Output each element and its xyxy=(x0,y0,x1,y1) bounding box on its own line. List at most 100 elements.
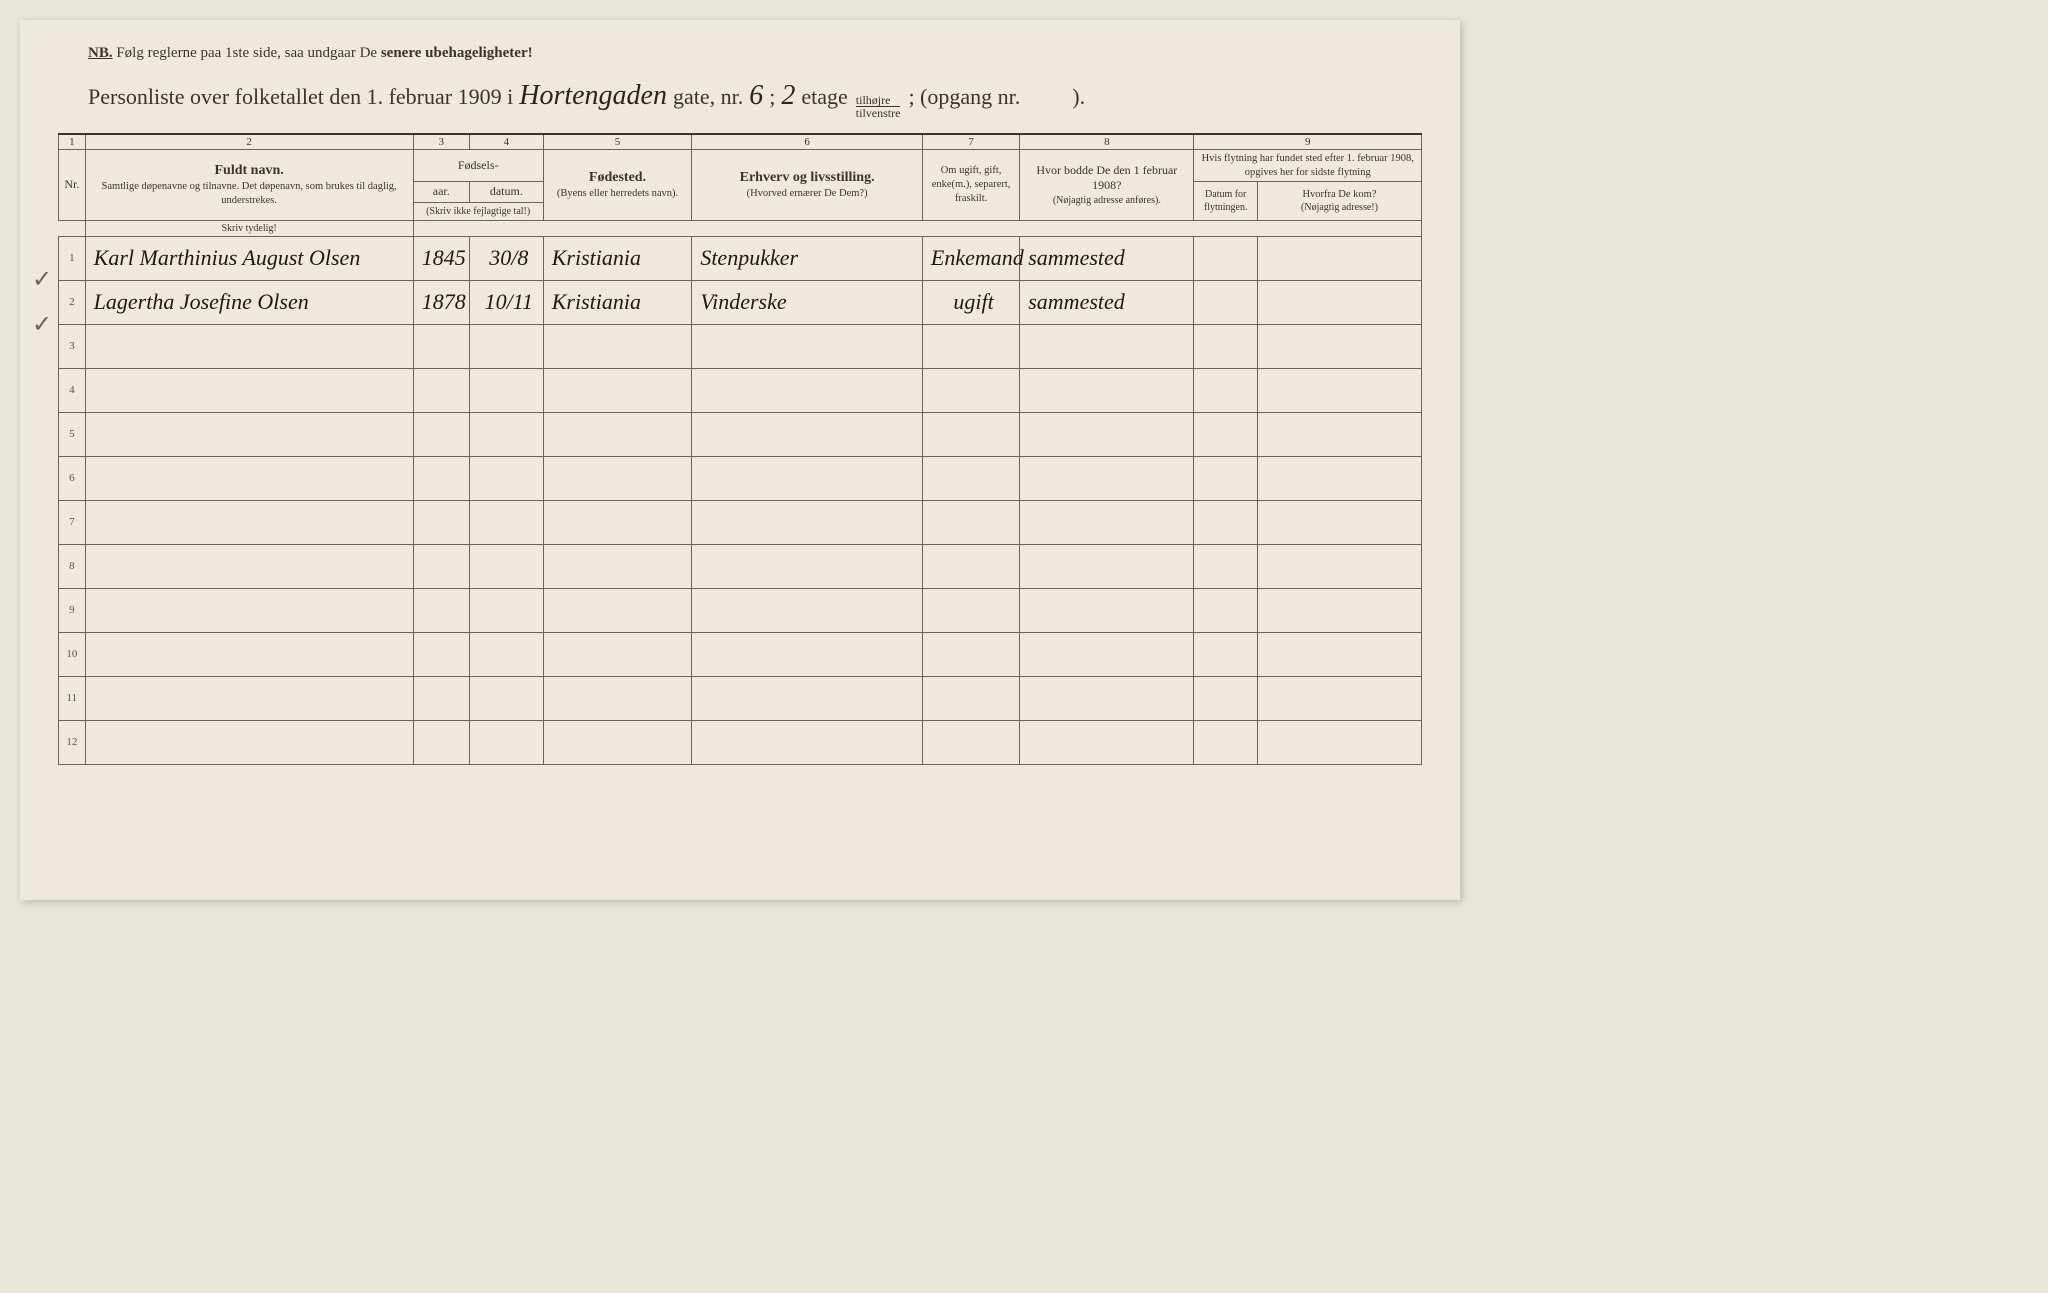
cell-name xyxy=(85,324,413,368)
cell-name: Karl Marthinius August Olsen xyxy=(85,236,413,280)
hdr-place-sub: (Byens eller herredets navn). xyxy=(547,187,689,201)
cell-address xyxy=(1020,676,1194,720)
cell-move-date xyxy=(1194,500,1258,544)
census-document: ✓ ✓ NB. Følg reglerne paa 1ste side, saa… xyxy=(20,20,1460,900)
hdr-year: aar. xyxy=(413,182,469,203)
cell-place xyxy=(543,632,692,676)
cell-occupation xyxy=(692,676,923,720)
cell-address xyxy=(1020,412,1194,456)
cell-address xyxy=(1020,456,1194,500)
cell-move-date xyxy=(1194,676,1258,720)
cell-occupation xyxy=(692,324,923,368)
colnum-2: 2 xyxy=(85,134,413,150)
hdr-name-main: Fuldt navn. xyxy=(89,162,410,180)
colnum-6: 6 xyxy=(692,134,923,150)
cell-name xyxy=(85,456,413,500)
cell-nr: 7 xyxy=(59,500,86,544)
hdr-move-date: Datum for flytningen. xyxy=(1194,182,1258,221)
nb-bold: senere ubehageligheter! xyxy=(381,45,533,61)
table-row: 5 xyxy=(59,412,1422,456)
cell-name xyxy=(85,544,413,588)
cell-occupation xyxy=(692,588,923,632)
cell-move-from xyxy=(1257,588,1421,632)
hdr-occ-main: Erhverv og livsstilling. xyxy=(695,169,919,187)
cell-address: sammested xyxy=(1020,280,1194,324)
cell-marital xyxy=(922,324,1019,368)
table-row: 12 xyxy=(59,720,1422,764)
cell-nr: 1 xyxy=(59,236,86,280)
cell-nr: 10 xyxy=(59,632,86,676)
cell-place xyxy=(543,324,692,368)
cell-date xyxy=(469,676,543,720)
cell-place: Kristiania xyxy=(543,280,692,324)
colnum-1: 1 xyxy=(59,134,86,150)
table-header: 1 2 3 4 5 6 7 8 9 Nr. Fuldt navn. Samtli… xyxy=(59,134,1422,236)
cell-place xyxy=(543,588,692,632)
table-row: 9 xyxy=(59,588,1422,632)
cell-move-date xyxy=(1194,632,1258,676)
cell-year: 1878 xyxy=(413,280,469,324)
title-sep: ; xyxy=(769,84,775,110)
title-etage: etage xyxy=(801,84,847,110)
colnum-3: 3 xyxy=(413,134,469,150)
hdr-name-sub: Samtlige døpenavne og tilnavne. Det døpe… xyxy=(89,180,410,207)
cell-year xyxy=(413,412,469,456)
hdr-occ-sub: (Hvorved ernærer De Dem?) xyxy=(695,187,919,201)
cell-marital: ugift xyxy=(922,280,1019,324)
cell-occupation xyxy=(692,368,923,412)
cell-marital xyxy=(922,720,1019,764)
cell-date xyxy=(469,544,543,588)
cell-date xyxy=(469,588,543,632)
table-row: 3 xyxy=(59,324,1422,368)
cell-date xyxy=(469,368,543,412)
hdr-name-hint: Skriv tydelig! xyxy=(85,220,413,236)
title-line: Personliste over folketallet den 1. febr… xyxy=(88,80,1422,119)
cell-move-date xyxy=(1194,368,1258,412)
cell-move-from xyxy=(1257,500,1421,544)
cell-move-from xyxy=(1257,456,1421,500)
table-row: 2Lagertha Josefine Olsen187810/11Kristia… xyxy=(59,280,1422,324)
cell-year xyxy=(413,632,469,676)
table-body: 1Karl Marthinius August Olsen184530/8Kri… xyxy=(59,236,1422,764)
cell-nr: 3 xyxy=(59,324,86,368)
cell-name xyxy=(85,412,413,456)
column-numbers-row: 1 2 3 4 5 6 7 8 9 xyxy=(59,134,1422,150)
side-bot: tilvenstre xyxy=(856,107,901,119)
cell-move-from xyxy=(1257,676,1421,720)
hdr-addr-sub: (Nøjagtig adresse anføres). xyxy=(1023,194,1190,207)
hdr-birth-group: Fødsels- xyxy=(413,150,543,182)
hdr-date: datum. xyxy=(469,182,543,203)
nb-instruction: NB. Følg reglerne paa 1ste side, saa und… xyxy=(88,45,1422,62)
cell-name xyxy=(85,632,413,676)
cell-year xyxy=(413,588,469,632)
cell-date xyxy=(469,632,543,676)
title-prefix: Personliste over folketallet den 1. febr… xyxy=(88,84,513,110)
cell-name xyxy=(85,720,413,764)
cell-occupation xyxy=(692,412,923,456)
cell-nr: 12 xyxy=(59,720,86,764)
cell-date: 30/8 xyxy=(469,236,543,280)
table-row: 4 xyxy=(59,368,1422,412)
cell-occupation xyxy=(692,500,923,544)
cell-address xyxy=(1020,588,1194,632)
table-row: 6 xyxy=(59,456,1422,500)
cell-address xyxy=(1020,324,1194,368)
cell-name xyxy=(85,500,413,544)
cell-nr: 4 xyxy=(59,368,86,412)
cell-marital xyxy=(922,412,1019,456)
cell-move-from xyxy=(1257,368,1421,412)
cell-nr: 9 xyxy=(59,588,86,632)
pencil-check-1: ✓ xyxy=(32,265,52,294)
hdr-addr: Hvor bodde De den 1 februar 1908? (Nøjag… xyxy=(1020,150,1194,221)
cell-name xyxy=(85,676,413,720)
cell-date: 10/11 xyxy=(469,280,543,324)
cell-name xyxy=(85,588,413,632)
title-opgang: ; (opgang nr. xyxy=(908,84,1020,110)
cell-occupation xyxy=(692,544,923,588)
cell-move-from xyxy=(1257,632,1421,676)
cell-occupation xyxy=(692,720,923,764)
hdr-move-from-sub: (Nøjagtig adresse!) xyxy=(1261,201,1418,214)
cell-move-date xyxy=(1194,280,1258,324)
cell-date xyxy=(469,412,543,456)
census-table: 1 2 3 4 5 6 7 8 9 Nr. Fuldt navn. Samtli… xyxy=(58,133,1422,765)
